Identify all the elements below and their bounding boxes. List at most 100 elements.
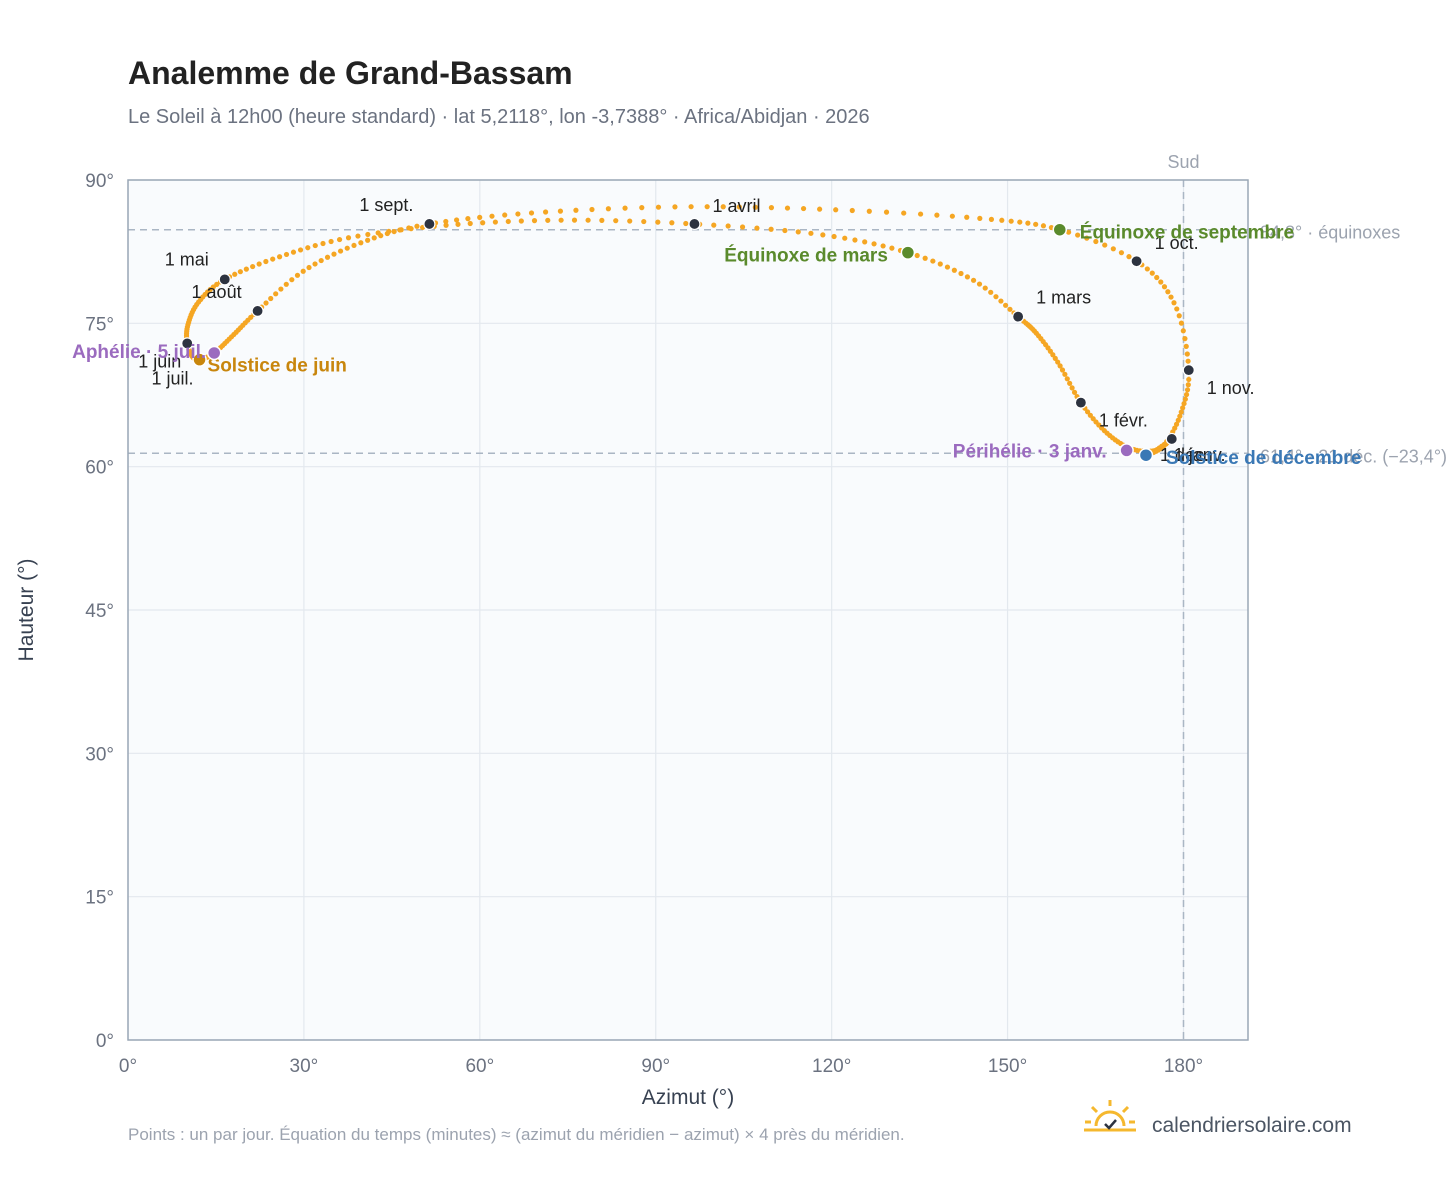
daily-point — [1025, 220, 1031, 226]
daily-point — [1008, 218, 1014, 224]
event-marker — [1138, 447, 1154, 463]
daily-point — [782, 227, 788, 234]
daily-point — [1178, 409, 1184, 415]
daily-point — [1183, 391, 1190, 398]
daily-point — [922, 255, 928, 261]
daily-point — [328, 238, 334, 245]
daily-point — [725, 223, 731, 229]
daily-point — [739, 224, 746, 230]
event-marker — [1052, 222, 1068, 237]
daily-point — [1149, 270, 1155, 276]
daily-point — [871, 241, 877, 247]
daily-point — [831, 233, 837, 240]
daily-point — [378, 233, 384, 239]
daily-point — [515, 211, 521, 217]
daily-point — [1065, 229, 1072, 235]
daily-point — [467, 220, 473, 227]
daily-point — [1182, 396, 1188, 402]
event-label: Aphélie · 5 juil. — [72, 342, 206, 363]
daily-point — [1007, 306, 1013, 312]
daily-point — [1017, 219, 1023, 225]
daily-point — [901, 210, 907, 216]
axis-ticks: 0° 30° 60° 90° 120° 150° 180° 0° 15° 30° 45° 60° 75°… — [85, 171, 1203, 1077]
daily-point — [1126, 254, 1132, 260]
daily-point — [704, 204, 710, 210]
daily-point — [930, 258, 936, 264]
x-tick-label: 0° — [119, 1056, 137, 1077]
daily-point — [465, 216, 471, 222]
y-tick-label: 45° — [85, 601, 114, 622]
daily-point — [305, 245, 311, 251]
x-tick-label: 120° — [812, 1056, 851, 1077]
y-axis-label: Hauteur (°) — [15, 559, 38, 662]
month-marker — [688, 217, 701, 231]
event-label: Solstice de juin — [208, 356, 347, 377]
daily-point — [752, 204, 758, 210]
daily-point — [1055, 359, 1061, 365]
month-marker — [218, 273, 231, 286]
daily-point — [964, 274, 971, 280]
daily-point — [324, 254, 331, 260]
month-label: 1 août — [192, 282, 242, 302]
daily-point — [669, 220, 675, 226]
daily-point — [371, 235, 377, 241]
y-tick-label: 75° — [85, 314, 114, 335]
event-marker — [192, 352, 207, 367]
daily-point — [1069, 385, 1075, 391]
daily-point — [263, 300, 269, 306]
daily-point — [622, 205, 628, 211]
daily-point — [1182, 335, 1188, 342]
daily-point — [1161, 284, 1168, 290]
daily-point — [1185, 358, 1191, 364]
daily-point — [558, 217, 564, 223]
daily-point — [489, 213, 495, 219]
daily-point — [243, 266, 249, 272]
month-label: 1 juin — [138, 351, 181, 371]
daily-point — [1064, 376, 1070, 382]
daily-point — [880, 243, 886, 249]
y-tick-label: 0° — [96, 1031, 114, 1052]
footnote: Points : un par jour. Équation du temps … — [128, 1125, 905, 1144]
daily-point — [320, 240, 326, 247]
sun-logo-icon — [1084, 1100, 1136, 1132]
daily-point — [232, 271, 238, 277]
daily-point — [283, 251, 290, 258]
daily-point — [276, 254, 283, 260]
daily-point — [531, 218, 538, 224]
daily-point — [365, 231, 371, 238]
daily-point — [344, 245, 350, 251]
daily-point — [1059, 367, 1066, 373]
daily-point — [1033, 221, 1039, 227]
y-tick-label: 15° — [85, 888, 114, 909]
daily-point — [502, 212, 508, 218]
x-tick-label: 60° — [465, 1056, 494, 1077]
daily-point — [1171, 300, 1177, 306]
daily-point — [795, 229, 801, 235]
daily-point — [1071, 389, 1078, 395]
daily-point — [1180, 328, 1186, 334]
daily-point — [754, 225, 760, 231]
y-tick-label: 60° — [85, 458, 114, 479]
month-marker — [1012, 310, 1025, 323]
daily-point — [278, 286, 284, 292]
daily-point — [1118, 250, 1125, 256]
daily-point — [1184, 351, 1190, 357]
daily-point — [820, 232, 826, 238]
daily-point — [289, 277, 295, 283]
daily-point — [976, 281, 983, 287]
daily-point — [331, 251, 337, 257]
daily-point — [1180, 405, 1186, 411]
month-label: 1 févr. — [1099, 411, 1148, 431]
daily-point — [1177, 413, 1183, 419]
month-label: 1 janv. — [1174, 445, 1226, 465]
x-tick-label: 150° — [988, 1056, 1027, 1077]
month-marker — [1165, 432, 1178, 446]
daily-point — [312, 261, 318, 267]
month-label: 1 juil. — [152, 369, 194, 389]
daily-point — [273, 291, 279, 297]
daily-point — [883, 209, 890, 215]
daily-point — [248, 314, 254, 320]
daily-point — [639, 205, 645, 211]
